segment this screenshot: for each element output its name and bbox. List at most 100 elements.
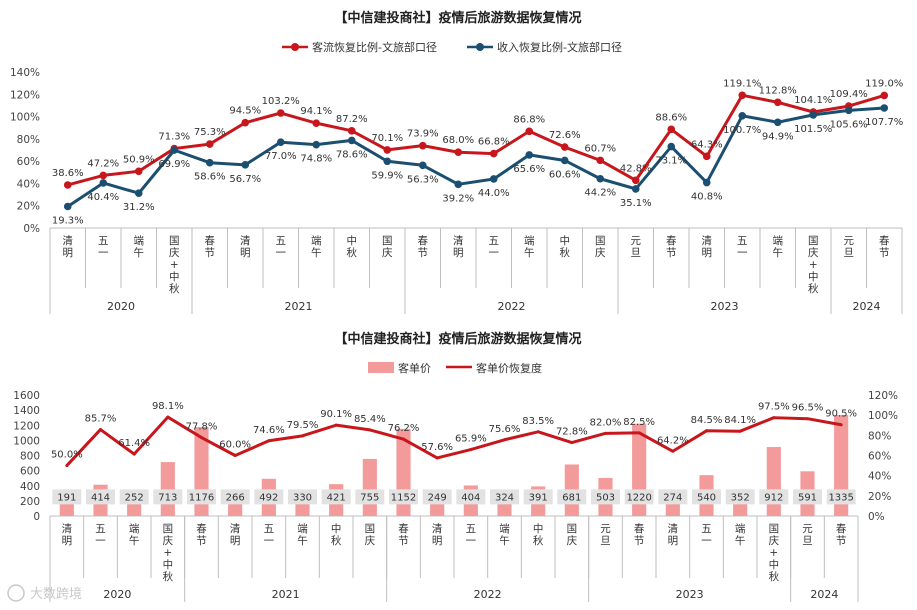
bar-value-box [254,489,284,505]
recovery-point [267,439,271,443]
chart2-bar-value-boxes: 191 414 252 713 1176 266 492 330 421 755 1152 249 40… [52,489,856,505]
bar-value-box [321,489,351,505]
data-label: 38.6% [52,168,84,179]
data-label: 69.9% [158,159,190,170]
x-tick-label: 元旦 [802,523,813,547]
y-right-tick-label: 40% [868,471,891,483]
year-label: 2023 [711,300,739,313]
bar-value-box [119,489,149,505]
recovery-point [200,436,203,440]
data-point [99,171,108,180]
data-point [738,111,747,120]
bar-value-box [220,489,250,505]
recovery-label: 84.1% [724,415,756,426]
recovery-point [368,428,372,432]
chart2-x-axis: 清明五一端午国庆+中秋春节清明五一端午中秋国庆春节清明五一端午中秋国庆元旦春节清… [49,515,859,602]
data-point [312,119,321,127]
data-point [418,141,427,150]
data-label: 119.1% [723,78,761,89]
bar-value-label: 421 [327,492,346,503]
x-tick-label: 五一 [737,235,748,259]
year-label: 2021 [272,588,300,601]
year-label: 2020 [103,588,131,601]
data-point [702,178,711,187]
data-point [383,157,392,166]
bar-value-label: 1335 [828,492,853,503]
chart1-y-axis: 0% 20% 40% 60% 80% 100% 120% 140% [10,67,40,235]
data-label: 44.0% [478,188,510,199]
data-point [170,146,179,154]
year-label: 2021 [285,300,313,313]
x-tick-label: 春节 [196,523,207,547]
recovery-point [99,428,102,432]
recovery-label: 64.2% [657,435,689,446]
bar-value-box [557,489,587,505]
recovery-label: 77.8% [186,422,218,433]
x-tick-label: 清明 [63,234,74,259]
y-left-tick-label: 1400 [13,405,40,417]
bar-value-label: 540 [697,492,716,503]
recovery-label: 84.5% [691,415,723,426]
bar-value-box [355,489,385,505]
data-point [134,189,143,198]
data-point [63,202,72,211]
data-label: 119.0% [865,78,903,89]
recovery-label: 72.8% [556,427,588,438]
data-label: 78.6% [336,149,368,160]
x-tick-label: 清明 [230,522,241,547]
data-label: 40.8% [691,192,723,203]
y-tick-label: 100% [10,112,40,124]
data-label: 50.9% [123,154,155,165]
chart2-line-labels: 50.0% 85.7% 61.4% 98.1%77.8%60.0%74.6% 79.5%… [51,401,857,461]
data-point [667,125,676,134]
data-point [525,151,534,159]
recovery-point [233,454,237,457]
bar-value-box [153,489,183,505]
y-right-tick-label: 20% [868,491,891,503]
x-tick-label: 元旦 [631,235,642,259]
data-label: 56.3% [407,174,439,185]
data-label: 59.9% [371,170,403,181]
x-tick-label: 五一 [276,235,287,259]
legend1-marker-passenger [291,43,299,51]
x-tick-label: 五一 [466,523,477,547]
x-tick-label: 春节 [634,523,645,547]
y-tick-label: 20% [17,201,40,213]
bar-value-box [725,489,755,505]
recovery-label: 82.5% [623,417,655,428]
legend1-label-revenue: 收入恢复比例-文旅部口径 [497,40,622,54]
data-label: 60.7% [584,143,616,154]
y-left-tick-label: 400 [20,481,40,493]
x-tick-label: 春节 [879,235,890,259]
data-point [99,179,108,187]
x-tick-label: 春节 [666,235,677,259]
data-label: 35.1% [620,198,652,209]
x-tick-label: 清明 [668,522,679,547]
year-label: 2022 [474,588,502,601]
data-point [667,142,676,151]
data-point [63,181,72,189]
recovery-label: 65.9% [455,434,487,445]
data-label: 101.5% [794,124,832,135]
watermark: 大数跨境 [7,584,82,602]
y-left-tick-label: 1000 [13,435,40,447]
data-label: 65.6% [513,164,545,175]
bar-value-label: 249 [428,492,447,503]
x-tick-label: 清明 [240,234,251,259]
bar-value-box [523,489,553,505]
x-tick-label: 端午 [134,234,145,259]
data-label: 56.7% [229,174,261,185]
data-point [454,180,463,189]
chart1-title: 【中信建投商社】疫情后旅游数据恢复情况 [334,10,581,26]
bar-value-box [86,489,115,505]
x-tick-label: 元旦 [600,523,611,547]
legend2-swatch-price [368,362,394,373]
data-label: 72.6% [549,130,581,141]
recovery-point [536,430,540,434]
data-point [241,118,250,127]
bar-value-label: 1220 [626,492,651,503]
recovery-point [435,456,439,460]
data-point [773,118,782,127]
year-label: 2024 [853,300,881,313]
data-label: 100.7% [723,125,761,136]
